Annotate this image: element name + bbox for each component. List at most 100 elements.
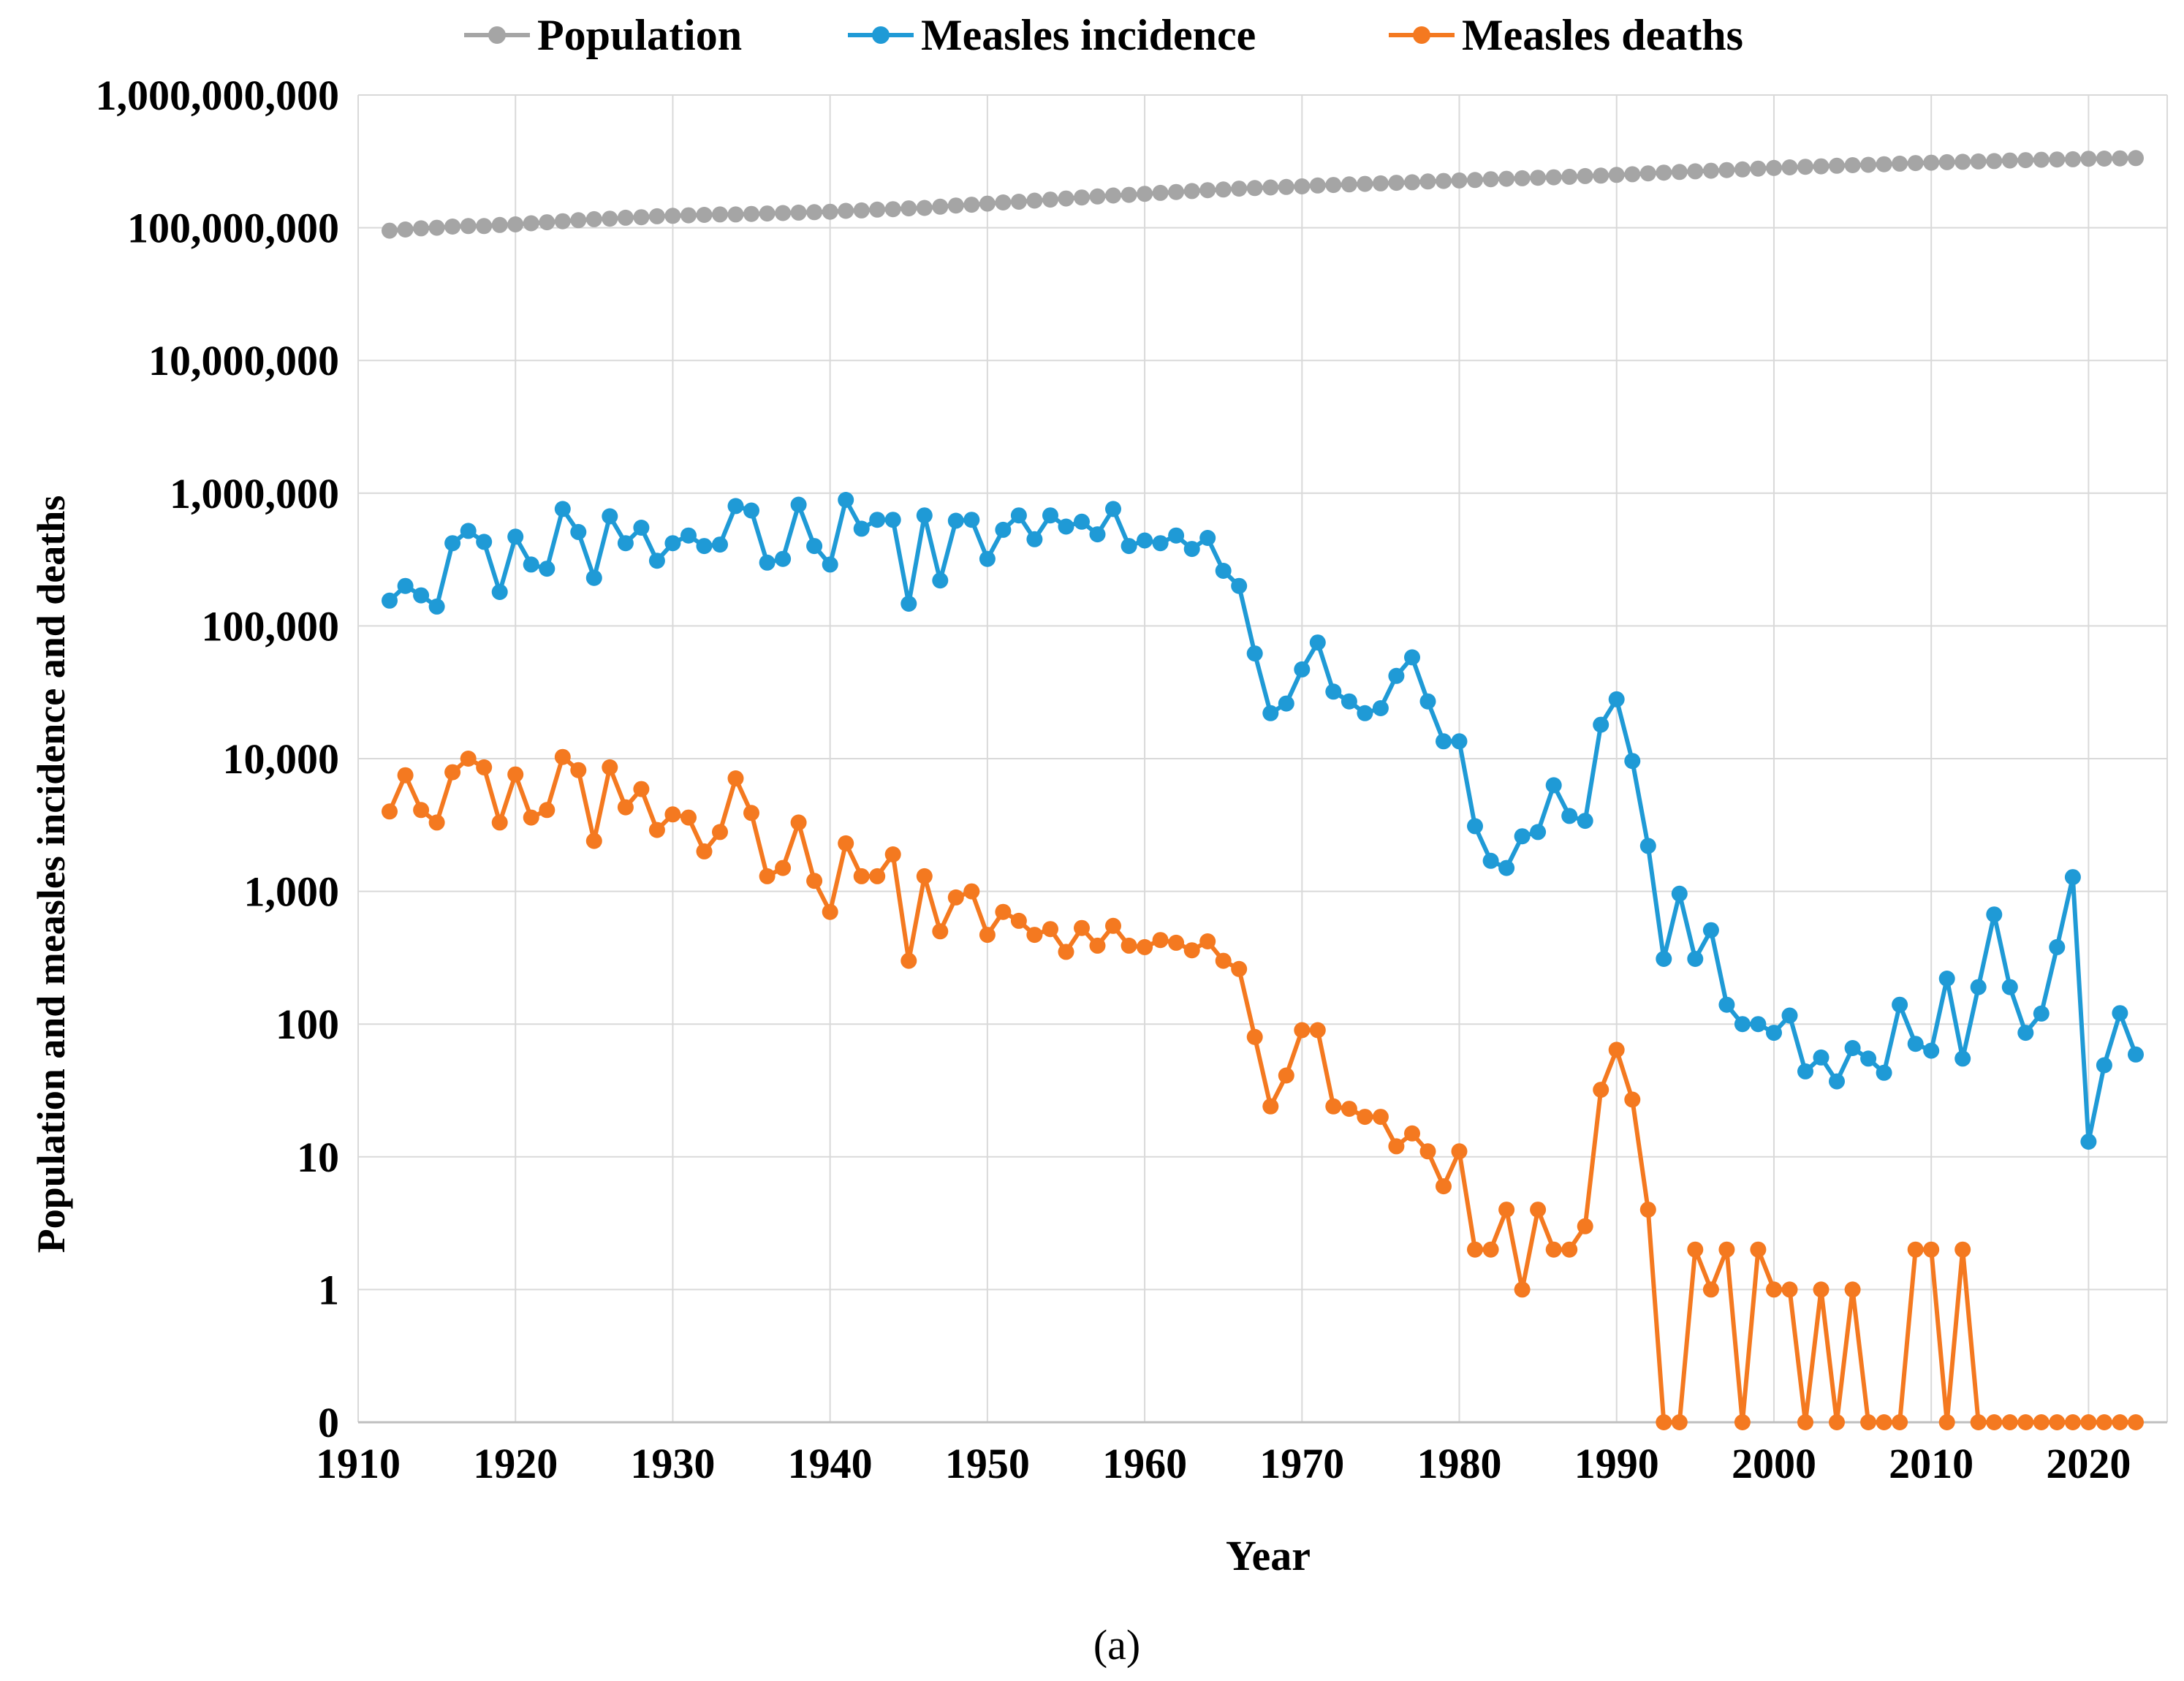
series-line-measles-incidence (387, 498, 2138, 1145)
data-point-measles-deaths (1750, 1241, 1767, 1258)
data-point-population (759, 205, 776, 222)
data-point-population (2001, 152, 2018, 169)
data-point-population (1781, 159, 1798, 175)
data-point-measles-incidence (790, 496, 807, 513)
data-point-measles-deaths (900, 952, 917, 969)
data-point-population (1058, 190, 1074, 207)
data-point-measles-incidence (2064, 869, 2081, 886)
data-point-measles-deaths (696, 843, 713, 860)
x-axis-title: Year (1226, 1532, 1311, 1579)
data-point-measles-incidence (1372, 700, 1389, 716)
data-point-measles-deaths (460, 751, 477, 767)
data-point-measles-incidence (1357, 705, 1373, 721)
data-point-population (633, 209, 650, 226)
data-point-measles-incidence (1215, 563, 1232, 579)
data-point-population (1278, 178, 1294, 195)
data-point-measles-deaths (995, 903, 1012, 920)
data-point-measles-deaths (1058, 944, 1074, 960)
data-point-measles-deaths (1781, 1281, 1798, 1298)
data-point-measles-deaths (1105, 917, 1121, 934)
data-point-measles-deaths (727, 770, 744, 786)
data-point-population (1105, 187, 1121, 204)
data-point-population (476, 218, 493, 235)
data-point-population (696, 207, 713, 223)
data-point-measles-incidence (1829, 1073, 1845, 1090)
data-point-population (507, 216, 524, 232)
data-point-measles-deaths (1498, 1202, 1515, 1218)
grid (357, 94, 2168, 1423)
data-point-measles-incidence (2001, 979, 2018, 995)
legend-label: Measles deaths (1462, 11, 1743, 59)
data-point-measles-deaths (1561, 1241, 1578, 1258)
data-point-measles-incidence (869, 512, 886, 528)
data-point-measles-incidence (1954, 1050, 1971, 1067)
data-point-population (1168, 183, 1185, 200)
data-point-population (2128, 150, 2144, 167)
legend-label: Measles incidence (921, 11, 1256, 59)
data-point-measles-deaths (1341, 1101, 1357, 1117)
data-point-population (664, 208, 681, 224)
y-tick-label: 100 (276, 1001, 339, 1048)
data-point-measles-incidence (523, 556, 539, 573)
data-point-measles-incidence (1656, 951, 1672, 967)
data-point-measles-incidence (1813, 1049, 1830, 1066)
data-point-measles-incidence (1341, 693, 1357, 710)
data-point-measles-incidence (585, 569, 602, 586)
data-point-population (743, 205, 759, 222)
data-point-measles-deaths (1419, 1143, 1436, 1160)
data-point-population (1954, 153, 1971, 170)
data-point-measles-deaths (853, 868, 870, 884)
x-tick-label: 1930 (630, 1440, 715, 1487)
data-point-population (916, 200, 933, 216)
data-point-measles-incidence (853, 520, 870, 537)
data-point-population (1231, 181, 1248, 197)
series-group (382, 150, 2144, 1430)
data-point-measles-incidence (1844, 1040, 1861, 1056)
data-point-measles-deaths (1813, 1281, 1830, 1298)
data-point-measles-deaths (491, 814, 508, 831)
data-point-measles-incidence (884, 512, 901, 528)
data-point-population (617, 209, 634, 226)
data-point-measles-deaths (1404, 1125, 1420, 1142)
data-point-population (1860, 156, 1877, 173)
y-tick-label: 1 (318, 1266, 339, 1313)
data-point-measles-incidence (2128, 1046, 2144, 1063)
y-tick-label: 100,000 (202, 602, 340, 650)
data-point-measles-incidence (1702, 922, 1719, 938)
data-point-measles-deaths (1010, 912, 1027, 929)
data-point-population (790, 204, 807, 221)
data-point-measles-deaths (507, 766, 524, 783)
data-point-measles-deaths (1624, 1091, 1641, 1108)
data-point-measles-incidence (806, 538, 823, 555)
y-tick-label: 10,000 (223, 735, 340, 783)
data-point-population (585, 210, 602, 227)
data-point-measles-incidence (2017, 1025, 2034, 1041)
data-point-measles-incidence (1121, 538, 1137, 555)
data-point-measles-incidence (1467, 818, 1483, 835)
data-point-measles-incidence (2049, 938, 2066, 955)
x-tick-label: 1920 (473, 1440, 558, 1487)
data-point-measles-deaths (1656, 1414, 1672, 1430)
data-point-measles-deaths (1876, 1414, 1892, 1430)
data-point-measles-deaths (1467, 1241, 1483, 1258)
data-point-measles-incidence (648, 553, 665, 569)
data-point-measles-deaths (869, 868, 886, 884)
data-point-population (963, 197, 980, 213)
data-point-population (1137, 186, 1153, 202)
data-point-population (1357, 175, 1373, 192)
data-point-population (1907, 155, 1924, 172)
data-point-population (979, 195, 996, 212)
data-point-measles-deaths (1892, 1414, 1908, 1430)
data-point-measles-incidence (1451, 733, 1468, 750)
data-point-population (1671, 164, 1688, 181)
data-point-measles-incidence (1058, 518, 1074, 535)
data-point-population (1199, 182, 1216, 199)
data-point-measles-deaths (585, 832, 602, 849)
data-point-measles-deaths (2017, 1414, 2034, 1430)
data-point-measles-incidence (838, 492, 854, 508)
data-point-population (1419, 173, 1436, 190)
data-point-population (1545, 169, 1562, 186)
data-point-population (1026, 192, 1043, 209)
data-point-measles-incidence (1766, 1025, 1782, 1041)
y-tick-label: 1,000,000 (170, 470, 339, 517)
